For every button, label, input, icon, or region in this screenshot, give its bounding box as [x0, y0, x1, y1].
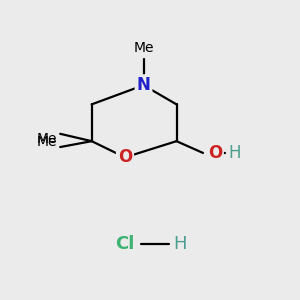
- Text: H: H: [173, 235, 187, 253]
- Text: O: O: [208, 144, 222, 162]
- Text: O: O: [118, 148, 132, 166]
- Text: H: H: [229, 144, 241, 162]
- Text: Me: Me: [37, 132, 57, 145]
- Text: Me: Me: [37, 135, 57, 149]
- Text: Me: Me: [133, 41, 154, 55]
- Text: N: N: [136, 76, 151, 94]
- Text: Cl: Cl: [115, 235, 135, 253]
